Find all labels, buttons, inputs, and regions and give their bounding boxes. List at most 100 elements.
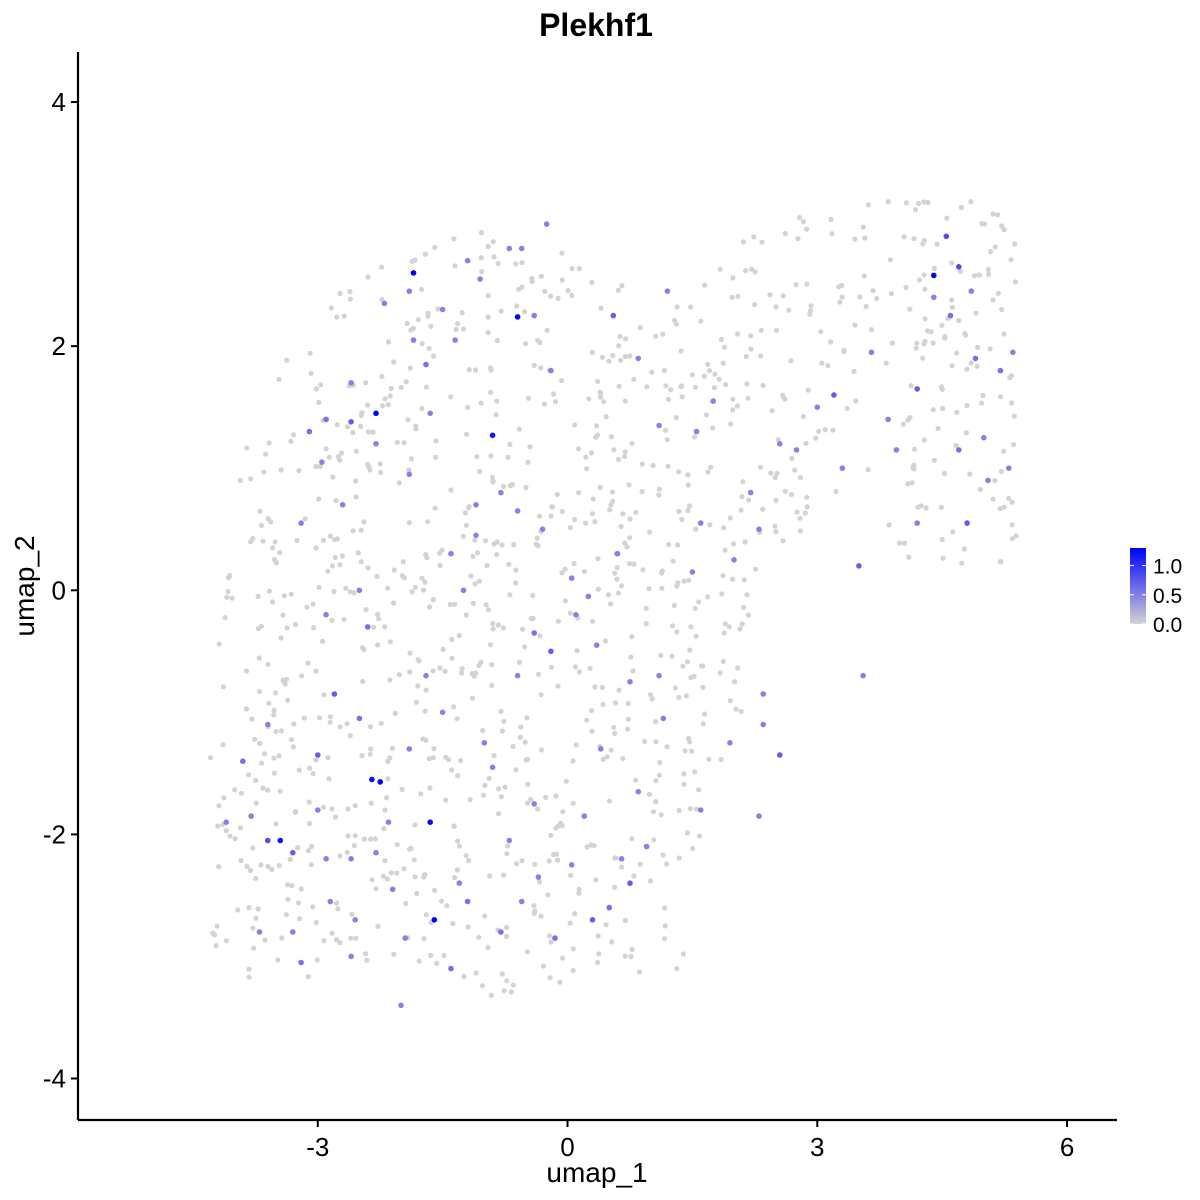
cell-point	[940, 405, 946, 412]
cell-point	[524, 800, 531, 806]
cell-point-expressed	[727, 740, 733, 746]
cell-point	[889, 340, 896, 346]
cell-point	[757, 464, 764, 470]
cell-point	[691, 434, 698, 440]
cell-point	[382, 858, 388, 864]
cell-point	[284, 625, 290, 631]
cell-point-expressed	[460, 587, 467, 594]
cell-point	[693, 526, 699, 532]
cell-point	[949, 260, 955, 266]
cell-point	[499, 971, 505, 977]
cell-point	[501, 718, 507, 724]
cell-point	[349, 911, 355, 917]
cell-point	[752, 566, 759, 572]
cell-point	[901, 234, 907, 240]
cell-point	[662, 905, 668, 911]
cell-point	[685, 482, 691, 488]
cell-point	[959, 560, 965, 566]
cell-point	[363, 607, 369, 613]
cell-point	[782, 396, 788, 402]
cell-point	[631, 873, 637, 879]
cell-point	[657, 760, 663, 766]
cell-point	[673, 415, 679, 421]
cell-point-expressed	[814, 404, 821, 411]
cell-point	[507, 592, 513, 598]
cell-point	[480, 792, 487, 798]
cell-point	[693, 806, 700, 812]
cell-point	[732, 679, 738, 685]
cell-point	[514, 861, 520, 867]
cell-point-expressed	[256, 929, 263, 935]
cell-point	[334, 422, 340, 428]
cell-point	[968, 199, 974, 205]
cell-point	[473, 670, 479, 676]
cell-point	[353, 494, 359, 500]
cell-point	[639, 489, 645, 495]
cell-point	[271, 755, 277, 761]
cell-point-expressed	[985, 477, 991, 484]
cell-point	[377, 461, 383, 467]
cell-point	[466, 858, 472, 864]
cell-point	[584, 717, 590, 723]
cell-point	[1001, 504, 1007, 510]
cell-point	[524, 949, 530, 955]
cell-point-expressed	[348, 856, 354, 862]
cell-point	[478, 255, 484, 261]
cell-point	[432, 887, 438, 894]
cell-point	[548, 513, 554, 519]
cell-point	[522, 309, 528, 315]
cell-point	[379, 403, 386, 409]
cell-point	[796, 214, 803, 221]
cell-point	[592, 684, 598, 690]
cell-point	[696, 599, 702, 605]
cell-point	[272, 690, 279, 696]
cell-point-expressed	[423, 361, 429, 368]
cell-point	[797, 528, 804, 534]
cell-point	[432, 454, 439, 460]
cell-point-expressed	[747, 489, 754, 496]
cell-point	[903, 284, 909, 291]
cell-point	[870, 288, 876, 294]
cell-point	[612, 884, 618, 890]
cell-point	[332, 554, 338, 561]
cell-point	[382, 807, 388, 813]
cell-point	[364, 957, 370, 963]
cell-point	[337, 457, 343, 463]
cell-point	[438, 898, 445, 904]
cell-point	[416, 958, 422, 964]
cell-point	[516, 426, 522, 432]
cell-point	[681, 771, 687, 777]
cell-point	[316, 496, 322, 502]
cell-point-expressed	[464, 898, 471, 905]
cell-point	[248, 476, 254, 482]
cell-point	[320, 537, 326, 543]
cell-point	[390, 600, 397, 606]
cell-point	[435, 306, 441, 312]
cell-point-expressed	[1010, 349, 1016, 356]
cell-point	[273, 821, 279, 827]
cell-point	[253, 875, 259, 882]
cell-point	[405, 417, 411, 423]
cell-point	[837, 299, 843, 305]
cell-point	[334, 900, 340, 906]
cell-point	[368, 746, 374, 752]
cell-point	[647, 692, 654, 698]
cell-point	[622, 449, 628, 455]
cell-point-expressed	[531, 801, 537, 807]
cell-point	[615, 590, 622, 596]
cell-point	[920, 241, 926, 247]
cell-point	[375, 923, 381, 930]
cell-point	[214, 923, 220, 929]
cell-point	[244, 668, 250, 674]
cell-point	[422, 708, 428, 714]
cell-point	[388, 870, 394, 876]
cell-point	[257, 508, 263, 514]
cell-point	[629, 634, 635, 640]
cell-point-expressed	[377, 779, 384, 785]
cell-point	[283, 912, 289, 918]
cell-point	[572, 517, 578, 523]
cell-point	[411, 857, 417, 863]
cell-point	[538, 692, 544, 698]
cell-point	[433, 438, 439, 444]
cell-point-expressed	[860, 672, 866, 679]
